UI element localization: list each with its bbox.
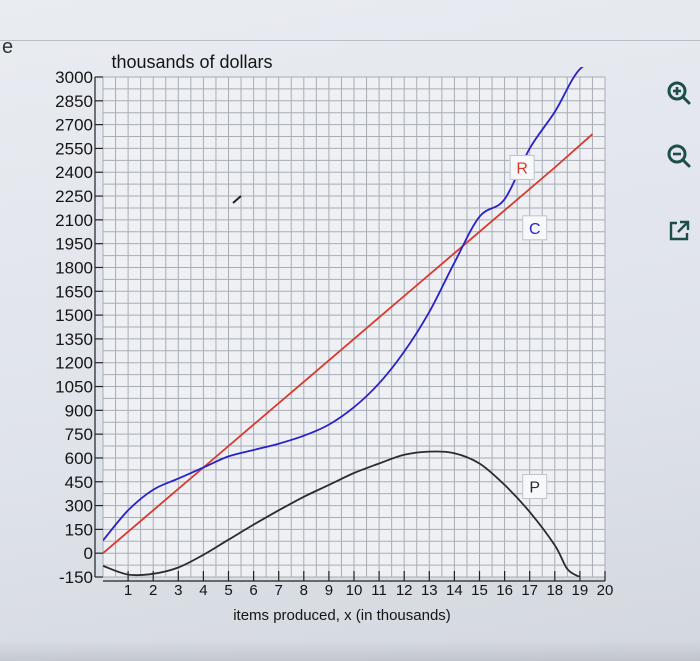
x-tick-label: 10 <box>346 582 363 599</box>
x-tick-label: 13 <box>421 582 438 599</box>
curve-label-box <box>509 154 535 180</box>
x-tick-label: 8 <box>300 582 308 599</box>
y-tick-label: 3000 <box>55 68 93 87</box>
cursor-mark <box>232 195 242 204</box>
x-tick-label: 3 <box>174 582 182 599</box>
bottom-shadow <box>0 640 700 661</box>
x-tick-label: 18 <box>546 582 563 599</box>
x-tick-label: 15 <box>471 582 488 599</box>
top-divider <box>0 40 700 41</box>
y-tick-label: 2100 <box>55 211 93 230</box>
y-tick-label: 0 <box>84 544 93 563</box>
chart-title: thousands of dollars <box>111 52 272 72</box>
curve-label-box <box>522 215 548 241</box>
x-tick-label: 5 <box>224 582 232 599</box>
y-tick-label: 150 <box>65 520 93 539</box>
y-tick-label: 1350 <box>55 330 93 349</box>
y-tick-label: 2400 <box>55 163 93 182</box>
x-tick-label: 17 <box>521 582 538 599</box>
y-tick-label: 300 <box>65 497 93 516</box>
series-line-p <box>103 450 581 577</box>
curve-label-p: P <box>529 480 540 497</box>
y-tick-label: -150 <box>59 568 93 587</box>
x-tick-label: 6 <box>249 582 257 599</box>
y-tick-label: 1050 <box>55 378 93 397</box>
x-tick-label: 12 <box>396 582 413 599</box>
x-tick-label: 4 <box>199 582 207 599</box>
y-tick-label: 600 <box>65 449 93 468</box>
zoom-out-button[interactable] <box>664 141 694 171</box>
y-tick-label: 1500 <box>55 306 93 325</box>
open-external-button[interactable] <box>664 216 694 246</box>
x-tick-label: 19 <box>572 582 589 599</box>
curve-label-r: R <box>516 160 528 177</box>
y-tick-label: 450 <box>65 473 93 492</box>
zoom-out-icon <box>667 144 691 168</box>
y-tick-label: 2250 <box>55 187 93 206</box>
x-tick-label: 16 <box>496 582 513 599</box>
y-tick-label: 1650 <box>55 282 93 301</box>
zoom-in-icon <box>667 81 691 105</box>
y-tick-label: 900 <box>65 401 93 420</box>
y-tick-label: 1950 <box>55 235 93 254</box>
y-tick-label: 2700 <box>55 116 93 135</box>
x-tick-label: 20 <box>597 582 614 599</box>
x-axis-label: items produced, x (in thousands) <box>233 607 451 624</box>
curve-label-box <box>522 474 548 500</box>
y-tick-label: 2550 <box>55 139 93 158</box>
y-tick-label: 2850 <box>55 92 93 111</box>
cropped-letter-glyph: e <box>2 36 14 58</box>
y-tick-label: 1800 <box>55 258 93 277</box>
x-tick-label: 9 <box>325 582 333 599</box>
open-external-icon <box>669 220 690 241</box>
zoom-in-button[interactable] <box>664 78 694 108</box>
x-tick-label: 2 <box>149 582 157 599</box>
x-tick-label: 1 <box>124 582 132 599</box>
y-tick-label: 750 <box>65 425 93 444</box>
y-tick-label: 1200 <box>55 354 93 373</box>
x-tick-label: 7 <box>275 582 283 599</box>
series-line-r <box>103 133 594 554</box>
x-tick-label: 14 <box>446 582 463 599</box>
x-tick-label: 11 <box>371 582 387 599</box>
curve-label-c: C <box>529 221 541 238</box>
